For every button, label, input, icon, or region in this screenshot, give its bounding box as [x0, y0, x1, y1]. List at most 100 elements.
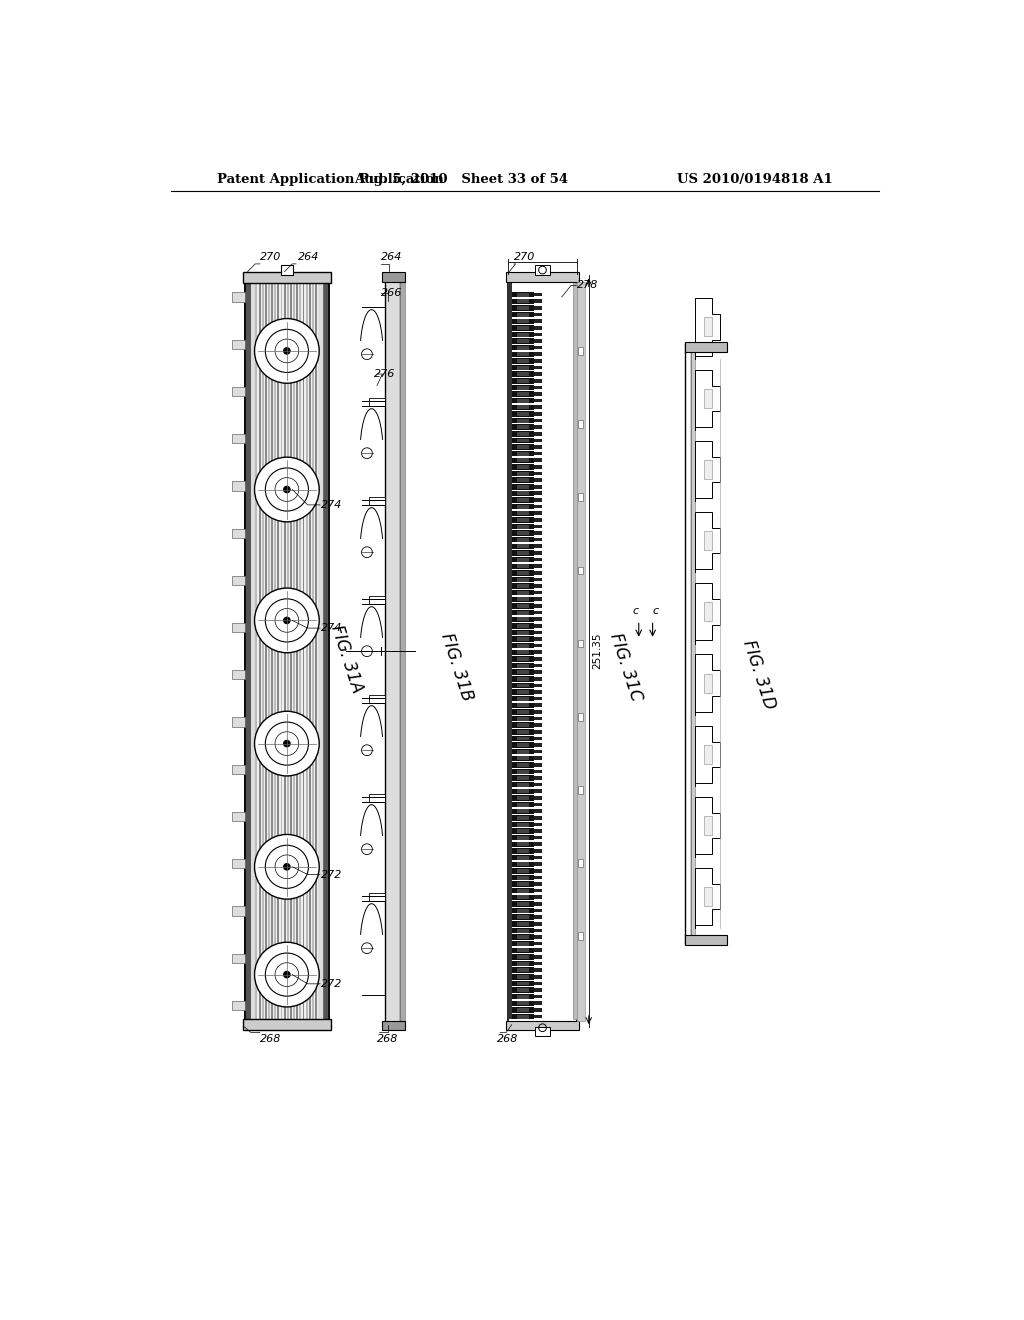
Bar: [512, 656, 535, 661]
Bar: [512, 981, 535, 986]
Bar: [517, 796, 529, 800]
Bar: [232, 953, 245, 962]
Bar: [535, 875, 542, 879]
Bar: [535, 598, 542, 601]
Bar: [517, 776, 529, 780]
Bar: [517, 498, 529, 502]
Bar: [512, 384, 535, 391]
Bar: [312, 276, 314, 1027]
Bar: [535, 412, 542, 416]
Bar: [370, 894, 385, 902]
Bar: [535, 293, 542, 297]
Bar: [232, 434, 245, 444]
Bar: [512, 935, 535, 940]
Bar: [578, 281, 585, 1020]
Bar: [512, 755, 535, 762]
Bar: [232, 623, 245, 632]
Bar: [517, 829, 529, 833]
Circle shape: [255, 589, 319, 653]
Bar: [517, 326, 529, 330]
Bar: [517, 697, 529, 701]
Bar: [512, 298, 535, 304]
Bar: [705, 602, 712, 622]
Bar: [535, 677, 542, 681]
Bar: [517, 438, 529, 442]
Bar: [535, 491, 542, 495]
Bar: [512, 669, 535, 675]
Bar: [512, 630, 535, 635]
Bar: [705, 673, 712, 693]
Bar: [512, 504, 535, 510]
Bar: [243, 272, 331, 284]
Bar: [535, 908, 542, 912]
Bar: [512, 895, 535, 900]
Circle shape: [255, 318, 319, 383]
Bar: [512, 498, 535, 503]
Bar: [535, 339, 542, 343]
Bar: [517, 763, 529, 767]
Bar: [232, 293, 245, 302]
Bar: [578, 420, 583, 428]
Bar: [517, 677, 529, 681]
Bar: [578, 494, 583, 502]
Bar: [274, 276, 276, 1027]
Bar: [287, 276, 289, 1027]
Bar: [512, 781, 535, 788]
Bar: [512, 948, 535, 953]
Bar: [705, 459, 712, 479]
Bar: [517, 842, 529, 846]
Bar: [325, 276, 327, 1027]
Bar: [535, 379, 542, 383]
Bar: [535, 524, 542, 528]
Polygon shape: [695, 726, 720, 785]
Bar: [535, 326, 542, 330]
Text: c: c: [652, 606, 658, 616]
Bar: [517, 862, 529, 866]
Bar: [535, 366, 542, 370]
Bar: [535, 995, 542, 998]
Bar: [535, 789, 542, 793]
Bar: [512, 478, 535, 483]
Bar: [535, 763, 542, 767]
Bar: [517, 882, 529, 886]
Bar: [535, 895, 542, 899]
Bar: [252, 276, 254, 1027]
Bar: [535, 405, 542, 409]
Bar: [535, 511, 542, 515]
Bar: [370, 597, 385, 605]
Bar: [512, 371, 535, 378]
Bar: [517, 372, 529, 376]
Bar: [535, 756, 542, 760]
Bar: [290, 276, 292, 1027]
Bar: [281, 264, 293, 276]
Text: FIG. 31C: FIG. 31C: [606, 630, 645, 704]
Bar: [535, 631, 542, 634]
Bar: [232, 482, 245, 491]
Circle shape: [255, 457, 319, 521]
Bar: [535, 710, 542, 714]
Bar: [517, 352, 529, 356]
Bar: [517, 451, 529, 455]
Bar: [512, 742, 535, 747]
Bar: [232, 387, 245, 396]
Bar: [535, 869, 542, 873]
Bar: [512, 862, 535, 867]
Bar: [535, 690, 542, 694]
Bar: [535, 664, 542, 668]
Bar: [517, 684, 529, 688]
Bar: [535, 704, 542, 708]
Bar: [512, 696, 535, 701]
Bar: [535, 346, 542, 350]
Bar: [517, 333, 529, 337]
Text: 264: 264: [381, 252, 402, 263]
Bar: [512, 709, 535, 714]
Bar: [517, 644, 529, 648]
Bar: [512, 425, 535, 430]
Text: FIG. 31A: FIG. 31A: [328, 623, 367, 696]
Bar: [268, 276, 270, 1027]
Bar: [535, 465, 542, 469]
Bar: [318, 275, 323, 1028]
Bar: [517, 902, 529, 906]
Bar: [512, 345, 535, 350]
Bar: [232, 339, 245, 348]
